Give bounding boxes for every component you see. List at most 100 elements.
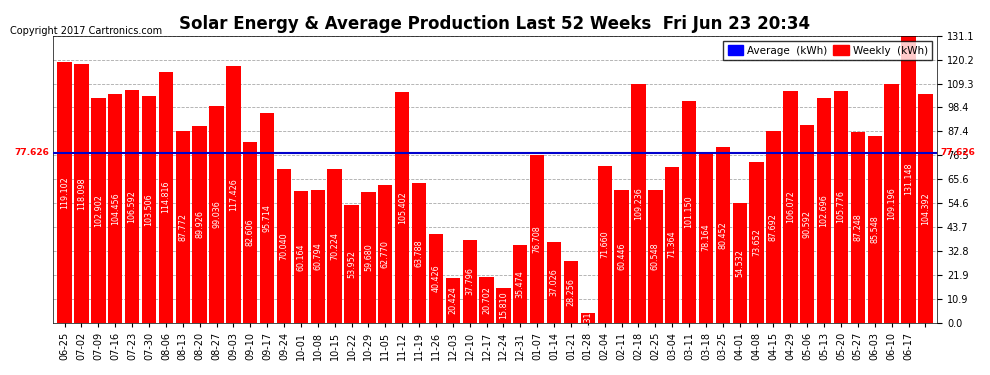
- Bar: [682, 101, 696, 322]
- Bar: [615, 190, 629, 322]
- Text: 20.424: 20.424: [448, 286, 457, 314]
- Text: 35.474: 35.474: [516, 270, 525, 298]
- Text: 109.196: 109.196: [887, 187, 896, 220]
- Text: 20.702: 20.702: [482, 286, 491, 314]
- Bar: [462, 240, 477, 322]
- Text: 109.236: 109.236: [634, 187, 643, 219]
- Text: 119.102: 119.102: [60, 176, 69, 209]
- Title: Solar Energy & Average Production Last 52 Weeks  Fri Jun 23 20:34: Solar Energy & Average Production Last 5…: [179, 15, 811, 33]
- Bar: [867, 135, 882, 322]
- Text: 59.680: 59.680: [364, 243, 373, 271]
- Bar: [513, 245, 528, 322]
- Bar: [361, 192, 375, 322]
- Text: 101.150: 101.150: [685, 196, 694, 228]
- Text: 85.548: 85.548: [870, 215, 879, 243]
- Bar: [766, 131, 781, 322]
- Bar: [800, 124, 815, 322]
- Bar: [581, 313, 595, 322]
- Bar: [884, 84, 899, 322]
- Text: 63.788: 63.788: [415, 239, 424, 267]
- Text: 80.452: 80.452: [719, 221, 728, 249]
- Text: 106.592: 106.592: [128, 190, 137, 222]
- Text: 70.224: 70.224: [330, 232, 340, 260]
- Bar: [817, 98, 832, 322]
- Text: 28.256: 28.256: [566, 278, 575, 306]
- Text: 103.506: 103.506: [145, 193, 153, 226]
- Text: 60.164: 60.164: [296, 243, 305, 271]
- Bar: [192, 126, 207, 322]
- Bar: [496, 288, 511, 322]
- Text: 102.902: 102.902: [94, 194, 103, 226]
- Bar: [108, 94, 123, 322]
- Bar: [345, 205, 358, 322]
- Bar: [91, 98, 106, 322]
- Bar: [598, 166, 612, 322]
- Bar: [563, 261, 578, 322]
- Text: 37.026: 37.026: [549, 268, 558, 296]
- Bar: [749, 162, 763, 322]
- Text: 118.098: 118.098: [77, 177, 86, 210]
- Bar: [648, 190, 662, 322]
- Bar: [209, 106, 224, 322]
- Text: 71.364: 71.364: [667, 231, 677, 258]
- Text: 4.312: 4.312: [583, 307, 592, 329]
- Text: 87.692: 87.692: [769, 213, 778, 241]
- Text: 90.592: 90.592: [803, 210, 812, 237]
- Text: 60.794: 60.794: [313, 242, 323, 270]
- Text: 77.626: 77.626: [15, 148, 50, 158]
- Text: 99.036: 99.036: [212, 201, 221, 228]
- Text: Copyright 2017 Cartronics.com: Copyright 2017 Cartronics.com: [10, 26, 162, 36]
- Bar: [546, 242, 561, 322]
- Bar: [378, 185, 392, 322]
- Bar: [311, 190, 325, 322]
- Bar: [783, 91, 798, 322]
- Text: 102.696: 102.696: [820, 194, 829, 227]
- Text: 117.426: 117.426: [229, 178, 238, 211]
- Bar: [57, 62, 72, 322]
- Bar: [294, 191, 308, 322]
- Text: 40.426: 40.426: [432, 265, 441, 292]
- Text: 73.652: 73.652: [752, 228, 761, 256]
- Bar: [328, 169, 342, 322]
- Text: 62.770: 62.770: [381, 240, 390, 268]
- Bar: [260, 113, 274, 322]
- Bar: [716, 147, 730, 322]
- Bar: [632, 84, 645, 322]
- Bar: [142, 96, 156, 322]
- Text: 60.446: 60.446: [617, 243, 626, 270]
- Text: 104.392: 104.392: [921, 192, 930, 225]
- Bar: [479, 278, 494, 322]
- Bar: [850, 132, 865, 322]
- Bar: [665, 166, 679, 322]
- Text: 114.816: 114.816: [161, 181, 170, 213]
- Text: 89.926: 89.926: [195, 210, 204, 238]
- Bar: [125, 90, 140, 322]
- Text: 95.714: 95.714: [262, 204, 271, 232]
- Bar: [412, 183, 427, 322]
- Text: 70.040: 70.040: [279, 232, 288, 260]
- Text: 76.708: 76.708: [533, 225, 542, 253]
- Text: 37.796: 37.796: [465, 267, 474, 295]
- Bar: [244, 142, 257, 322]
- Bar: [834, 92, 848, 322]
- Bar: [446, 278, 460, 322]
- Text: 60.548: 60.548: [650, 243, 660, 270]
- Bar: [158, 72, 173, 322]
- Bar: [175, 130, 190, 322]
- Text: 54.532: 54.532: [736, 249, 744, 277]
- Text: 105.776: 105.776: [837, 190, 845, 224]
- Bar: [733, 203, 746, 322]
- Text: 15.810: 15.810: [499, 291, 508, 319]
- Text: 71.660: 71.660: [600, 231, 609, 258]
- Text: 106.072: 106.072: [786, 190, 795, 223]
- Text: 78.164: 78.164: [702, 224, 711, 251]
- Bar: [227, 66, 241, 322]
- Text: 87.772: 87.772: [178, 213, 187, 241]
- Text: 104.456: 104.456: [111, 192, 120, 225]
- Bar: [918, 94, 933, 322]
- Text: 82.606: 82.606: [246, 219, 254, 246]
- Legend: Average  (kWh), Weekly  (kWh): Average (kWh), Weekly (kWh): [724, 41, 932, 60]
- Bar: [530, 155, 544, 322]
- Text: 77.626: 77.626: [940, 148, 975, 158]
- Text: 87.248: 87.248: [853, 213, 862, 241]
